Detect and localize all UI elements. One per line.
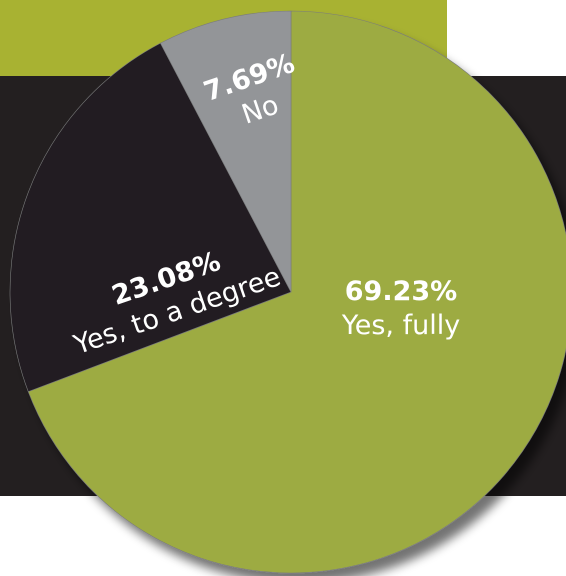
slice-label-group: 69.23%Yes, fully (341, 276, 460, 341)
slice-category-label: Yes, fully (341, 310, 460, 341)
pie-slice-yes-to-a-degree (9, 42, 292, 393)
pie-slice-no (160, 10, 292, 293)
slice-percent-label: 69.23% (345, 276, 457, 307)
pie-slice-yes-fully (27, 10, 566, 574)
